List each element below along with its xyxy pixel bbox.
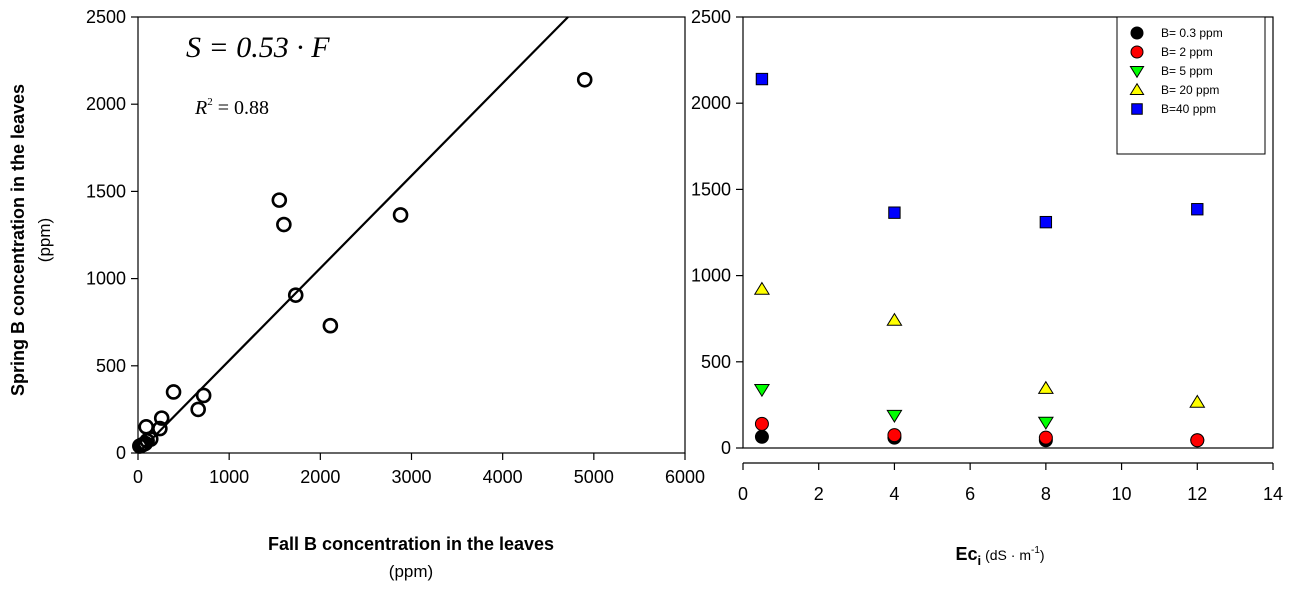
- marker-b-20-ppm: [1037, 380, 1054, 394]
- legend-marker-b-20-ppm: [1129, 82, 1145, 95]
- left-y-tick-label: 2000: [86, 94, 126, 114]
- right-y-tick-label: 0: [721, 438, 731, 458]
- legend-label-b-0-3-ppm: B= 0.3 ppm: [1161, 26, 1223, 40]
- marker-b-5-ppm: [753, 384, 770, 398]
- left-axis-ticks: 0 1000 2000 3000 4000 5000 6000 0 500 1000 1500 200…: [86, 7, 705, 487]
- right-x-tick-label: 14: [1263, 484, 1283, 504]
- legend-marker-b-40-ppm: [1131, 103, 1143, 115]
- right-x-tick-label: 12: [1187, 484, 1207, 504]
- r-squared-label: R: [194, 97, 207, 119]
- left-y-tick-label: 1000: [86, 269, 126, 289]
- marker-b-40-ppm: [755, 72, 769, 86]
- left-x-tick-label: 6000: [665, 467, 705, 487]
- legend-label-b-40-ppm: B=40 ppm: [1161, 102, 1216, 116]
- left-x-axis-unit: (ppm): [389, 562, 433, 581]
- marker-b-5-ppm: [886, 409, 903, 424]
- marker-b-40-ppm: [1191, 203, 1204, 216]
- right-x-tick-label: 2: [814, 484, 824, 504]
- left-plot-frame: [137, 16, 686, 454]
- left-y-tick-label: 500: [96, 356, 126, 376]
- right-x-axis-unit-exponent: -1: [1031, 545, 1040, 556]
- legend-marker-b-5-ppm: [1129, 66, 1145, 79]
- marker-b-2-ppm: [1038, 430, 1053, 445]
- right-x-axis-unit: (dS · m: [985, 547, 1031, 563]
- marker-b-2-ppm: [754, 416, 769, 431]
- data-point: [576, 71, 593, 88]
- marker-b-0-3-ppm: [754, 429, 769, 444]
- marker-b-20-ppm: [1189, 394, 1206, 408]
- left-scatter-chart: 0 1000 2000 3000 4000 5000 6000 0 500 1000 1500 200…: [8, 7, 705, 581]
- data-point: [138, 419, 155, 435]
- legend: B= 0.3 ppm B= 2 ppm B= 5 ppm B= 20 ppm B=40 …: [1116, 16, 1266, 155]
- data-point: [190, 401, 206, 418]
- right-x-tick-label: 8: [1041, 484, 1051, 504]
- right-x-axis-label: Eci (dS · m-1): [955, 544, 1044, 568]
- data-point: [322, 317, 339, 334]
- data-point: [276, 216, 292, 233]
- r-squared-exponent: 2: [207, 96, 213, 108]
- left-x-tick-label: 3000: [391, 467, 431, 487]
- marker-b-20-ppm: [753, 281, 770, 295]
- right-y-tick-label: 500: [701, 352, 731, 372]
- left-x-tick-label: 0: [133, 467, 143, 487]
- legend-label-b-20-ppm: B= 20 ppm: [1161, 83, 1219, 97]
- legend-label-b-2-ppm: B= 2 ppm: [1161, 45, 1213, 59]
- marker-b-2-ppm: [887, 428, 902, 443]
- legend-marker-b-0-3-ppm: [1130, 26, 1144, 40]
- marker-b-5-ppm: [1037, 416, 1054, 430]
- data-point: [195, 387, 212, 404]
- regression-equation: S = 0.53 · F: [186, 31, 330, 64]
- right-x-tick-label: 10: [1112, 484, 1132, 504]
- left-x-tick-label: 4000: [483, 467, 523, 487]
- data-point: [392, 207, 409, 223]
- marker-b-40-ppm: [888, 206, 901, 219]
- left-x-tick-label: 2000: [300, 467, 340, 487]
- left-x-axis-label: Fall B concentration in the leaves: [268, 534, 554, 554]
- r-squared-annotation: R2 = 0.88: [194, 96, 269, 119]
- marker-b-40-ppm: [1039, 215, 1053, 229]
- right-x-tick-label: 0: [738, 484, 748, 504]
- data-point: [165, 384, 182, 400]
- r-squared-value: = 0.88: [213, 97, 269, 119]
- legend-items: B= 0.3 ppm B= 2 ppm B= 5 ppm B= 20 ppm B=40 …: [1129, 26, 1223, 116]
- right-y-tick-label: 2000: [691, 93, 731, 113]
- data-point: [271, 192, 288, 208]
- left-x-tick-label: 5000: [574, 467, 614, 487]
- right-plot-frame: [742, 16, 1274, 449]
- left-regression-line: [137, 16, 569, 454]
- right-x-tick-label: 6: [965, 484, 975, 504]
- right-x-axis-label-subscript: i: [977, 553, 981, 568]
- left-y-tick-label: 1500: [86, 181, 126, 201]
- right-x-axis-label-main: Ec: [955, 544, 977, 564]
- data-point: [287, 287, 304, 303]
- right-y-tick-label: 1000: [691, 266, 731, 286]
- left-data-points: [132, 71, 593, 454]
- right-y-tick-label: 2500: [691, 7, 731, 27]
- left-x-tick-label: 1000: [209, 467, 249, 487]
- left-y-axis-label: Spring B concentration in the leaves: [8, 84, 28, 396]
- data-point: [153, 410, 170, 426]
- right-y-tick-label: 1500: [691, 179, 731, 199]
- right-scatter-chart: 0 2 4 6 8 10 12 14 0 500 1000 1500 2000 2500 B= 0.3 p…: [691, 7, 1283, 568]
- marker-b-2-ppm: [1190, 433, 1205, 448]
- left-y-axis-unit: (ppm): [35, 218, 54, 262]
- data-point: [152, 420, 168, 437]
- marker-b-20-ppm: [886, 312, 903, 326]
- right-x-tick-label: 4: [889, 484, 899, 504]
- legend-box: [1116, 16, 1266, 155]
- left-y-tick-label: 0: [116, 443, 126, 463]
- right-data-points: [753, 72, 1206, 448]
- left-y-tick-label: 2500: [86, 7, 126, 27]
- right-axis-ticks: 0 2 4 6 8 10 12 14 0 500 1000 1500 2000 2500: [691, 7, 1283, 504]
- right-x-axis-unit-close: ): [1040, 547, 1045, 563]
- legend-label-b-5-ppm: B= 5 ppm: [1161, 64, 1213, 78]
- legend-marker-b-2-ppm: [1130, 45, 1144, 59]
